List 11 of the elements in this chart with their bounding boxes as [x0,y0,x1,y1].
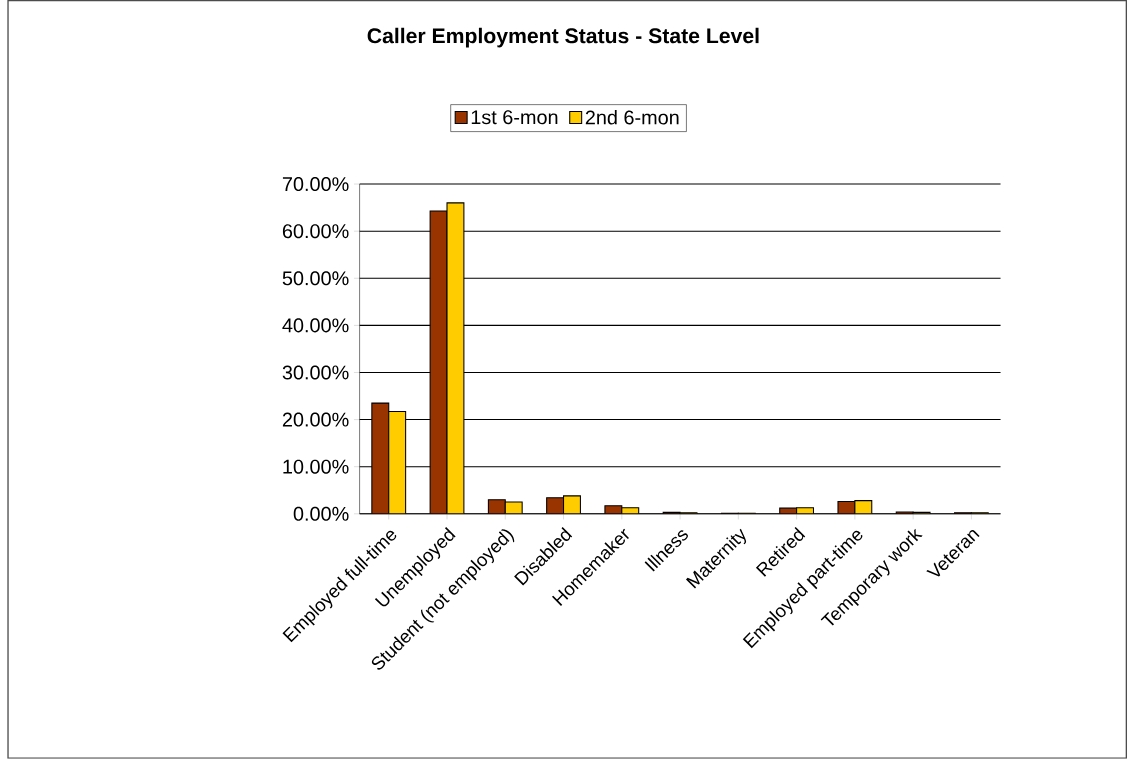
legend-label: 1st 6-mon [471,110,558,125]
y-tick-label: 10.00% [283,459,349,474]
chart-title: Caller Employment Status - State Level [367,27,759,48]
y-tick-label: 0.00% [293,506,349,521]
legend-label: 2nd 6-mon [585,110,679,125]
y-tick-label: 50.00% [282,271,349,286]
y-tick-label: 30.00% [282,365,349,380]
y-tick-label: 70.00% [282,177,349,192]
y-tick-label: 60.00% [282,224,349,239]
y-tick-label: 20.00% [282,412,349,427]
y-tick-label: 40.00% [282,318,349,333]
